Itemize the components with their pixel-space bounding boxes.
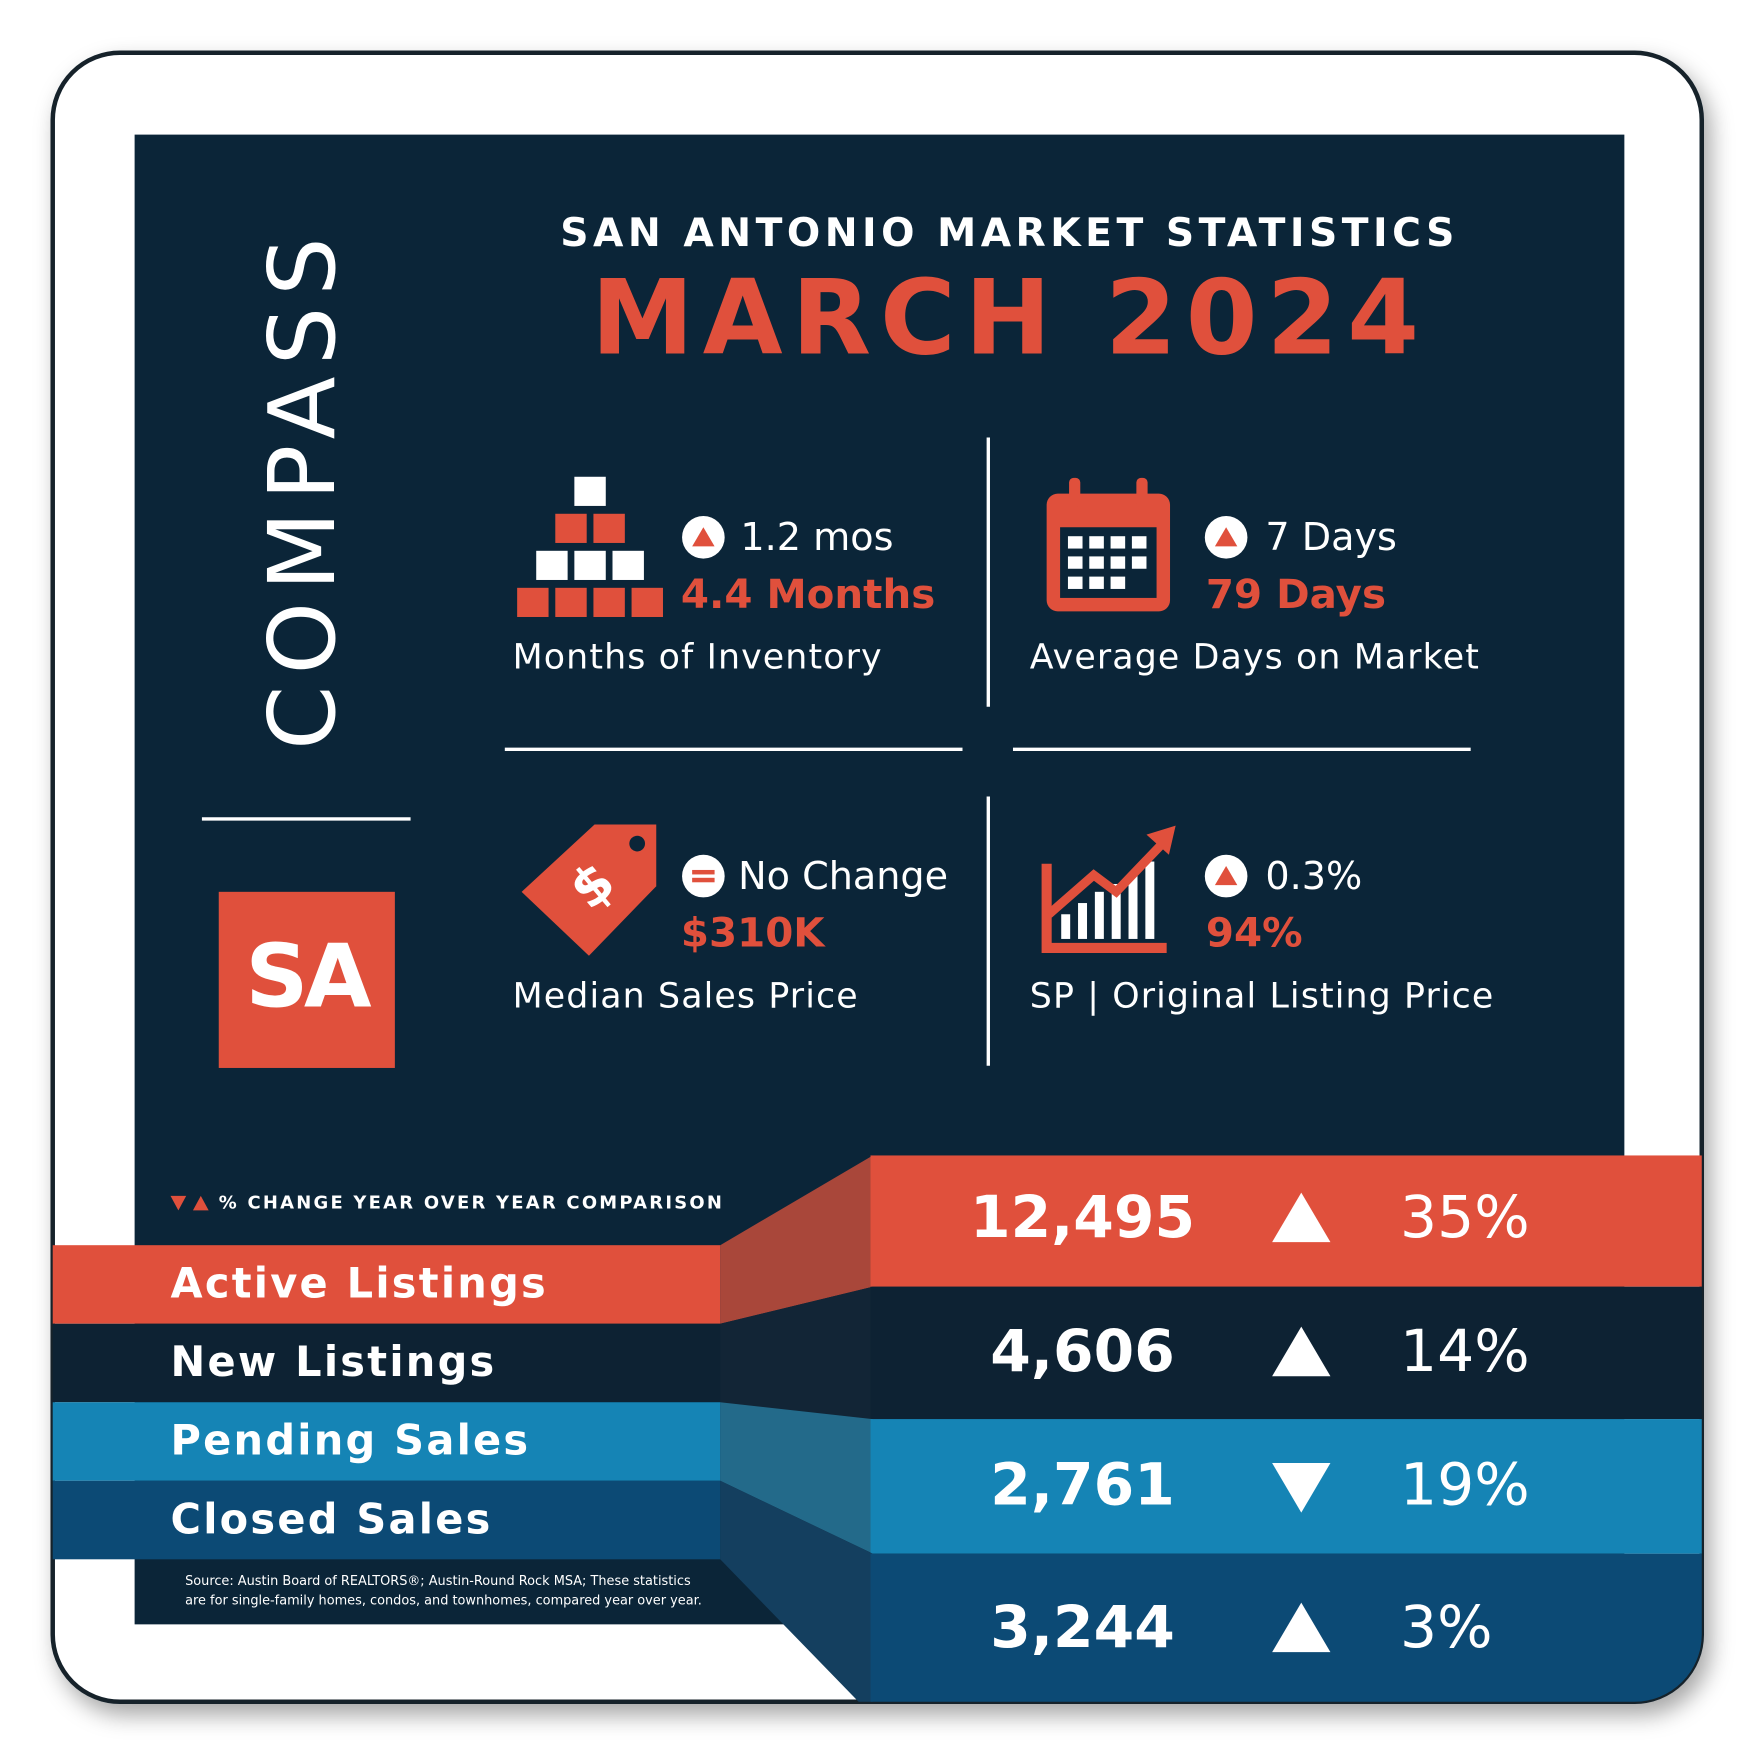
up-arrow bbox=[1272, 1192, 1331, 1243]
stat-value: 4.4 Months bbox=[681, 571, 935, 618]
stat-label: Months of Inventory bbox=[513, 637, 883, 677]
row-value: 12,495 bbox=[970, 1183, 1195, 1251]
up-arrow bbox=[1272, 1602, 1331, 1653]
calendar-icon bbox=[1046, 477, 1171, 612]
up-arrow bbox=[1214, 527, 1238, 547]
stat-value: 94% bbox=[1206, 910, 1303, 957]
row-change: 35% bbox=[1400, 1183, 1530, 1251]
source-line: Source: Austin Board of REALTORS®; Austi… bbox=[185, 1574, 691, 1589]
row-change: 19% bbox=[1400, 1451, 1530, 1519]
badge: SA bbox=[245, 926, 372, 1028]
row-label: Pending Sales bbox=[171, 1416, 531, 1465]
stat-label: SP | Original Listing Price bbox=[1030, 976, 1495, 1016]
change-badge bbox=[682, 854, 725, 898]
stat-change: No Change bbox=[738, 854, 948, 898]
stat-change: 1.2 mos bbox=[740, 515, 893, 559]
ribbon-left bbox=[52, 1245, 721, 1324]
equal-bar bbox=[692, 877, 715, 883]
up-arrow bbox=[1214, 866, 1238, 886]
stat-change: 0.3% bbox=[1265, 854, 1362, 898]
row-value: 4,606 bbox=[990, 1317, 1174, 1385]
ribbon-left bbox=[52, 1480, 721, 1560]
row-change: 3% bbox=[1400, 1593, 1493, 1661]
title: MARCH 2024 bbox=[591, 259, 1428, 379]
down-arrow bbox=[1272, 1463, 1331, 1513]
row-label: New Listings bbox=[171, 1337, 497, 1386]
legend: % CHANGE YEAR OVER YEAR COMPARISON bbox=[219, 1193, 724, 1214]
ribbon-join bbox=[720, 1402, 873, 1554]
boxes-icon bbox=[517, 476, 663, 617]
row-value: 2,761 bbox=[990, 1451, 1174, 1519]
growth-chart-icon bbox=[1041, 825, 1176, 953]
source-line: are for single-family homes, condos, and… bbox=[185, 1593, 702, 1608]
legend-up bbox=[192, 1195, 209, 1211]
up-arrow bbox=[692, 527, 715, 547]
dividers bbox=[504, 437, 1471, 1066]
up-arrow bbox=[1272, 1326, 1331, 1377]
stat-label: Average Days on Market bbox=[1030, 637, 1480, 677]
rows: Active Listings 12,495 35% New Listings 4,60… bbox=[52, 1155, 1702, 1702]
ribbon-join bbox=[720, 1480, 873, 1702]
row-label: Active Listings bbox=[171, 1259, 548, 1308]
ribbon-join bbox=[720, 1286, 873, 1420]
row-label: Closed Sales bbox=[171, 1494, 493, 1543]
row-value: 3,244 bbox=[990, 1593, 1174, 1661]
price-tag-icon: $ bbox=[521, 824, 657, 956]
stat-change: 7 Days bbox=[1265, 515, 1397, 559]
stat-label: Median Sales Price bbox=[513, 976, 859, 1016]
stat-value: 79 Days bbox=[1206, 571, 1386, 618]
brand: COMPASS bbox=[249, 226, 356, 750]
ribbon-left bbox=[52, 1402, 721, 1481]
stat-value: $310K bbox=[681, 910, 826, 957]
card-content: COMPASS SA SAN ANTONIO MARKET STATISTICS… bbox=[52, 134, 1702, 1702]
subtitle: SAN ANTONIO MARKET STATISTICS bbox=[560, 211, 1459, 256]
ribbon-join bbox=[720, 1155, 873, 1324]
ribbon-left bbox=[52, 1323, 721, 1403]
ribbon-right bbox=[870, 1553, 1702, 1702]
badge-box bbox=[218, 891, 395, 1068]
legend-down bbox=[170, 1195, 187, 1211]
equal-bar bbox=[692, 869, 715, 875]
row-change: 14% bbox=[1400, 1317, 1530, 1385]
